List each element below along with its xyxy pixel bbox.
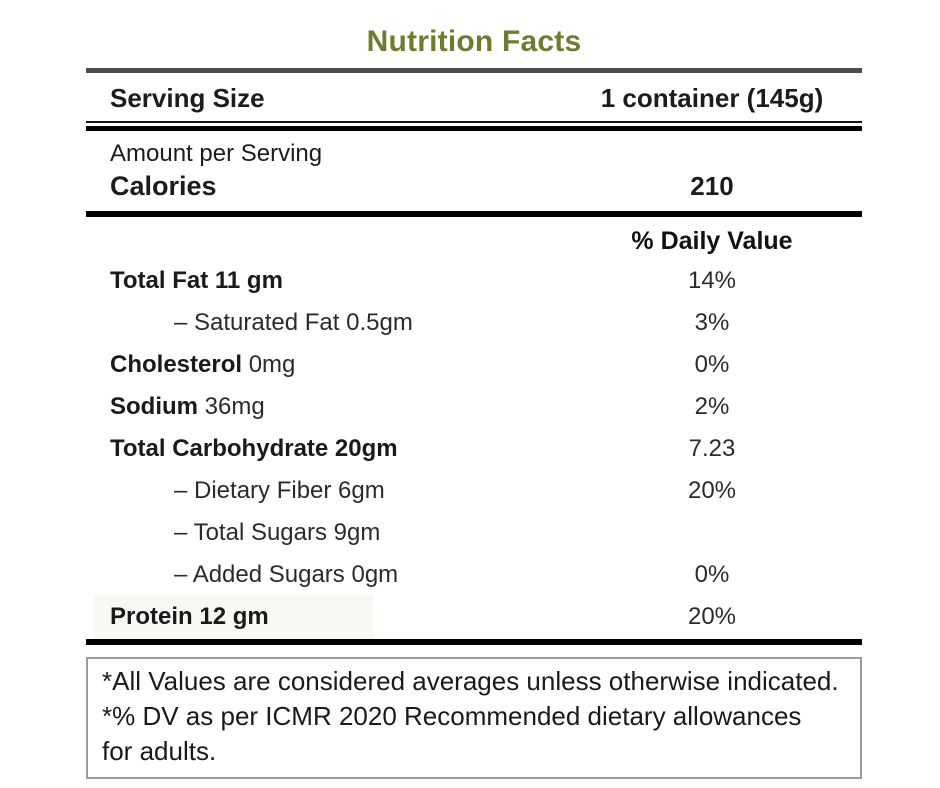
nutrient-value: 0% <box>694 561 730 588</box>
nutrient-value: 0% <box>694 351 730 378</box>
nutrient-row-sodium: Sodium 36mg 2% <box>86 386 862 428</box>
footnote-box: *All Values are considered averages unle… <box>86 657 862 779</box>
nutrient-value: 14% <box>687 267 737 294</box>
nutrient-row-total-fat: Total Fat 11 gm 14% <box>86 260 862 302</box>
bottom-divider <box>86 639 862 645</box>
footnote-line-1: *All Values are considered averages unle… <box>102 666 839 696</box>
serving-divider-thin <box>86 121 862 123</box>
footnote-line-2: *% DV as per ICMR 2020 Recommended dieta… <box>102 701 802 731</box>
serving-divider-thick <box>86 126 862 131</box>
nutrient-row-saturated-fat: – Saturated Fat 0.5gm 3% <box>86 302 862 344</box>
daily-value-header: % Daily Value <box>631 227 793 255</box>
calories-divider <box>86 211 862 217</box>
calories-label: Calories <box>110 171 217 201</box>
serving-size-value: 1 container (145g) <box>600 83 824 113</box>
nutrient-value: 3% <box>694 309 730 336</box>
nutrient-row-added-sugars: – Added Sugars 0gm 0% <box>86 554 862 596</box>
nutrient-row-total-carbohydrate: Total Carbohydrate 20gm 7.23 <box>86 428 862 470</box>
nutrient-row-total-sugars: – Total Sugars 9gm <box>86 512 862 554</box>
footnote-line-3: for adults. <box>102 736 217 766</box>
nutrient-label: Total Carbohydrate 20gm <box>110 435 398 462</box>
nutrient-label: – Dietary Fiber 6gm <box>174 477 385 504</box>
protein-highlight: Protein 12 gm <box>94 595 374 639</box>
nutrient-row-protein: Protein 12 gm 20% <box>86 595 862 639</box>
nutrient-label: Total Fat 11 gm <box>110 267 283 294</box>
amount-per-serving-label: Amount per Serving <box>110 140 323 167</box>
nutrient-label: – Total Sugars 9gm <box>174 519 381 546</box>
nutrient-value: 2% <box>694 393 730 420</box>
calories-row: Calories 210 <box>86 168 862 211</box>
nutrient-row-cholesterol: Cholesterol 0mg 0% <box>86 344 862 386</box>
title-rule <box>86 68 862 73</box>
page-title: Nutrition Facts <box>366 25 582 58</box>
nutrient-label: Protein 12 gm <box>110 603 269 630</box>
nutrient-label: – Saturated Fat 0.5gm <box>174 309 413 336</box>
nutrient-value: 20% <box>687 603 737 630</box>
nutrient-value: 7.23 <box>688 435 736 462</box>
nutrient-label: Sodium <box>110 393 198 420</box>
nutrient-row-dietary-fiber: – Dietary Fiber 6gm 20% <box>86 470 862 512</box>
serving-size-row: Serving Size 1 container (145g) <box>86 73 862 121</box>
calories-value: 210 <box>690 171 734 201</box>
nutrient-value: 20% <box>687 477 737 504</box>
daily-value-header-row: % Daily Value <box>86 217 862 260</box>
serving-size-label: Serving Size <box>110 83 265 113</box>
nutrient-label: Cholesterol <box>110 351 243 378</box>
nutrient-label: – Added Sugars 0gm <box>174 561 399 588</box>
